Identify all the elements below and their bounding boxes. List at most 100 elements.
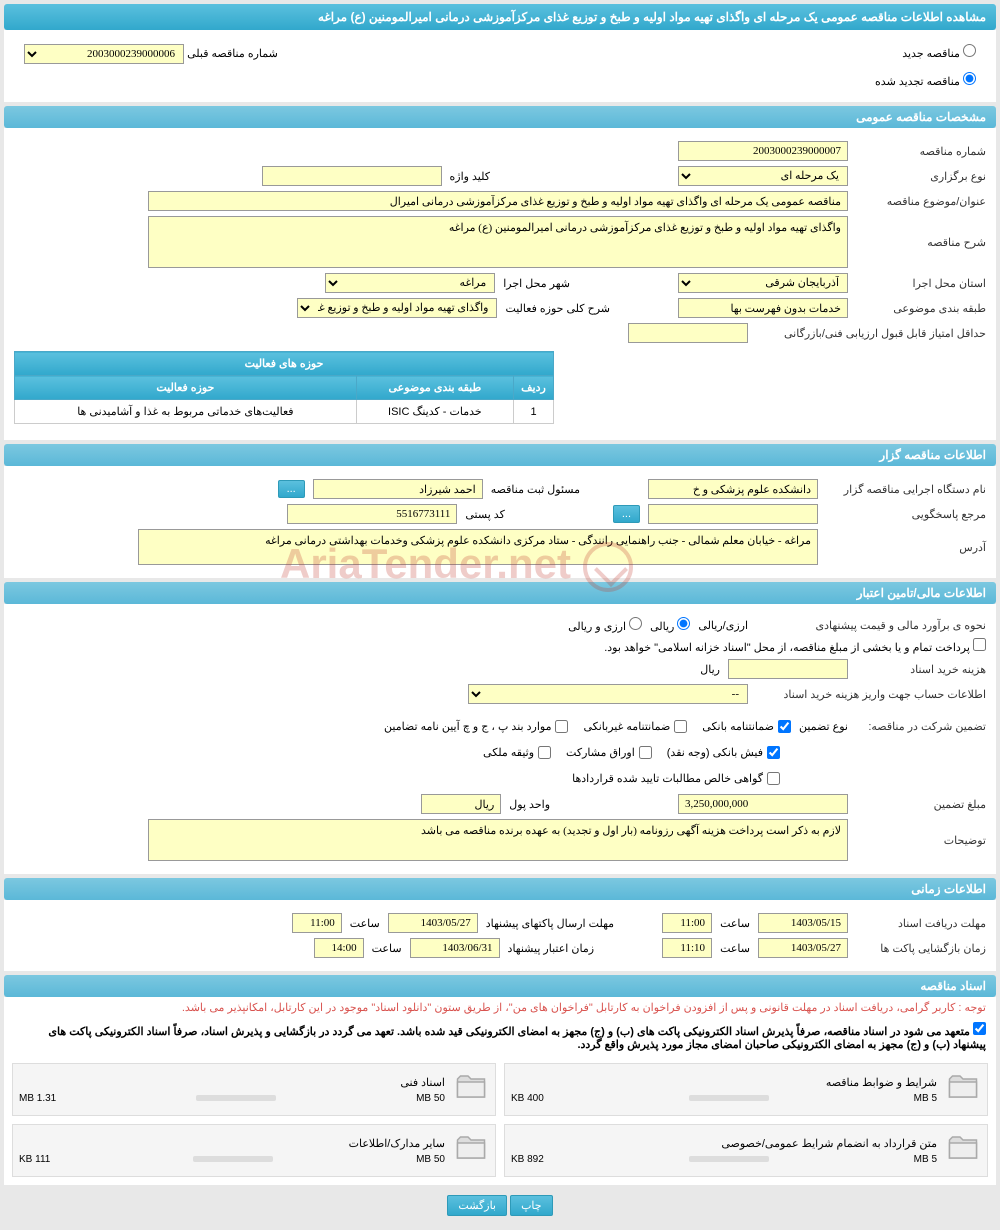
folder-icon — [453, 1070, 489, 1109]
progress-bar — [689, 1095, 769, 1101]
tender-number-input[interactable] — [678, 141, 848, 161]
doc-used: 892 KB — [511, 1154, 544, 1165]
col-row: ردیف — [514, 376, 554, 400]
doc-total: 5 MB — [914, 1093, 937, 1104]
section-organizer: اطلاعات مناقصه گزار — [4, 444, 996, 466]
section-general: مشخصات مناقصه عمومی — [4, 106, 996, 128]
category-input[interactable] — [678, 298, 848, 318]
activity-table: حوزه های فعالیت ردیف طبقه بندی موضوعی حو… — [14, 351, 554, 424]
province-select[interactable]: آذربایجان شرقی — [678, 273, 848, 293]
doc-deadline-time[interactable] — [662, 913, 712, 933]
doc-used: 400 KB — [511, 1093, 544, 1104]
section-financial: اطلاعات مالی/تامین اعتبار — [4, 582, 996, 604]
address-label: آدرس — [826, 541, 986, 554]
doc-title: شرایط و ضوابط مناقصه — [511, 1076, 937, 1089]
doc-item[interactable]: متن قرارداد به انضمام شرایط عمومی/خصوصی5… — [504, 1124, 988, 1177]
col-scope: حوزه فعالیت — [15, 376, 357, 400]
check-bonds[interactable]: اوراق مشارکت — [566, 746, 652, 759]
notes-label: توضیحات — [856, 834, 986, 847]
validity-label: زمان اعتبار پیشنهاد — [508, 942, 595, 955]
province-label: استان محل اجرا — [856, 277, 986, 290]
doc-total: 50 MB — [416, 1154, 445, 1165]
doc-used: 1.31 MB — [19, 1093, 56, 1104]
envelope-open-time[interactable] — [662, 938, 712, 958]
doc-title: سایر مدارک/اطلاعات — [19, 1137, 445, 1150]
doc-cost-label: هزینه خرید اسناد — [856, 663, 986, 676]
radio-mixed[interactable]: ارزی و ریالی — [568, 617, 642, 633]
guarantee-amount-input[interactable] — [678, 794, 848, 814]
subject-label: عنوان/موضوع مناقصه — [856, 195, 986, 208]
doc-used: 111 KB — [19, 1154, 50, 1165]
doc-title: اسناد فنی — [19, 1076, 445, 1089]
responsible-input[interactable] — [313, 479, 483, 499]
activity-scope-select[interactable]: واگذای تهیه مواد اولیه و طبخ و توزیع غذا… — [297, 298, 497, 318]
activity-scope-label: شرح کلی حوزه فعالیت — [505, 302, 610, 315]
warning-text: توجه : کاربر گرامی، دریافت اسناد در مهلت… — [4, 997, 996, 1018]
envelope-send-date[interactable] — [388, 913, 478, 933]
currency-type-label: ارزی/ریالی — [698, 619, 748, 632]
responsible-lookup-btn[interactable]: ... — [278, 480, 305, 498]
validity-time[interactable] — [314, 938, 364, 958]
executor-input[interactable] — [648, 479, 818, 499]
postal-input[interactable] — [287, 504, 457, 524]
back-button[interactable]: بازگشت — [447, 1195, 507, 1216]
validity-date[interactable] — [410, 938, 500, 958]
check-bylaw[interactable]: موارد بند پ ، ج و چ آیین نامه تضامین — [384, 720, 568, 733]
payment-note-check[interactable]: پرداخت تمام و یا بخشی از مبلغ مناقصه، از… — [604, 638, 986, 654]
time-label-1: ساعت — [720, 917, 750, 930]
check-property[interactable]: وثیقه ملکی — [483, 746, 551, 759]
check-nonbank-guarantee[interactable]: ضمانتنامه غیربانکی — [583, 720, 687, 733]
doc-item[interactable]: شرایط و ضوابط مناقصه 5 MB 400 KB — [504, 1063, 988, 1116]
folder-icon — [453, 1131, 489, 1170]
prev-tender-select[interactable]: 2003000239000006 — [24, 44, 184, 64]
print-button[interactable]: چاپ — [510, 1195, 553, 1216]
page-title-bar: مشاهده اطلاعات مناقصه عمومی یک مرحله ای … — [4, 4, 996, 30]
currency-unit-label: واحد پول — [509, 798, 550, 811]
doc-cost-input[interactable] — [728, 659, 848, 679]
envelope-open-date[interactable] — [758, 938, 848, 958]
holding-type-select[interactable]: یک مرحله ای — [678, 166, 848, 186]
min-score-input[interactable] — [628, 323, 748, 343]
city-select[interactable]: مراغه — [325, 273, 495, 293]
account-select[interactable]: -- — [468, 684, 748, 704]
folder-icon — [945, 1070, 981, 1109]
doc-item[interactable]: اسناد فنی50 MB1.31 MB — [12, 1063, 496, 1116]
currency-unit-input[interactable] — [421, 794, 501, 814]
check-bank-guarantee[interactable]: ضمانتنامه بانکی — [702, 720, 791, 733]
riyal-unit: ریال — [700, 663, 720, 676]
doc-deadline-label: مهلت دریافت اسناد — [856, 917, 986, 930]
check-receivables[interactable]: گواهی خالص مطالبات تایید شده قراردادها — [572, 772, 780, 785]
accountable-lookup-btn[interactable]: ... — [613, 505, 640, 523]
doc-item[interactable]: سایر مدارک/اطلاعات 50 MB 111 KB — [12, 1124, 496, 1177]
progress-bar — [689, 1156, 769, 1162]
prev-tender-label: شماره مناقصه قبلی — [187, 48, 278, 60]
responsible-label: مسئول ثبت مناقصه — [491, 483, 580, 496]
folder-icon — [945, 1131, 981, 1170]
table-row: 1 خدمات - کدینگ ISIC فعالیت‌های خدماتی م… — [15, 400, 554, 424]
address-textarea[interactable]: مراغه - خیابان معلم شمالی - جنب راهنمایی… — [138, 529, 818, 565]
radio-riyal[interactable]: ریالی — [650, 617, 690, 633]
col-category: طبقه بندی موضوعی — [356, 376, 513, 400]
keyword-input[interactable] — [262, 166, 442, 186]
doc-deadline-date[interactable] — [758, 913, 848, 933]
notes-textarea[interactable]: لازم به ذکر است پرداخت هزینه آگهی رزونام… — [148, 819, 848, 861]
check-cash[interactable]: فیش بانکی (وجه نقد) — [667, 746, 780, 759]
guarantee-type-label: نوع تضمین — [799, 720, 848, 733]
progress-bar — [196, 1095, 276, 1101]
accountable-input[interactable] — [648, 504, 818, 524]
postal-label: کد پستی — [465, 508, 504, 521]
activity-table-title: حوزه های فعالیت — [15, 352, 554, 376]
guarantee-label: تضمین شرکت در مناقصه: — [856, 720, 986, 733]
min-score-label: حداقل امتیاز قابل قبول ارزیابی فنی/بازرگ… — [756, 327, 986, 340]
radio-new-tender[interactable]: مناقصه جدید — [902, 48, 976, 60]
subject-input[interactable] — [148, 191, 848, 211]
holding-type-label: نوع برگزاری — [856, 170, 986, 183]
guarantee-amount-label: مبلغ تضمین — [856, 798, 986, 811]
description-textarea[interactable]: واگذای تهیه مواد اولیه و طبخ و توزیع غذا… — [148, 216, 848, 268]
envelope-open-label: زمان بازگشایی پاکت ها — [856, 942, 986, 955]
envelope-send-time[interactable] — [292, 913, 342, 933]
radio-renewed-tender[interactable]: مناقصه تجدید شده — [875, 76, 976, 88]
executor-label: نام دستگاه اجرایی مناقصه گزار — [826, 483, 986, 496]
page-title: مشاهده اطلاعات مناقصه عمومی یک مرحله ای … — [318, 10, 986, 24]
commitment-checkbox[interactable] — [973, 1022, 986, 1035]
